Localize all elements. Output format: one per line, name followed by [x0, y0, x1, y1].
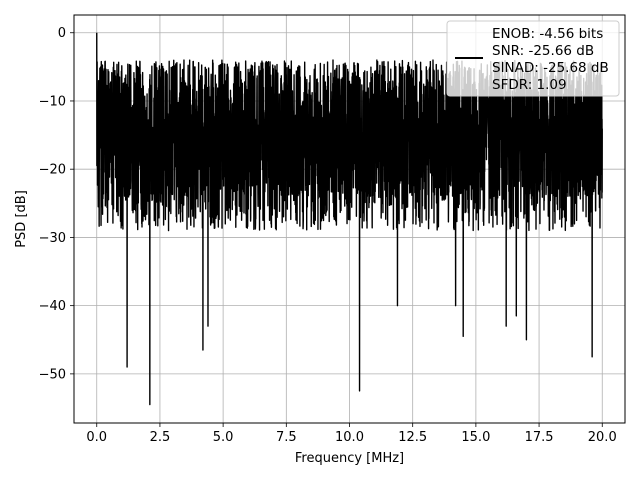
x-tick-label: 17.5 — [525, 430, 554, 445]
legend-entry-sfdr: SFDR: 1.09 — [492, 77, 567, 93]
x-axis-label: Frequency [MHz] — [295, 451, 404, 466]
x-tick-label: 12.5 — [398, 430, 427, 445]
y-axis-ticks: 0 −10 −20 −30 −40 −50 — [39, 26, 74, 382]
y-tick-label: −50 — [39, 367, 66, 382]
legend-box — [446, 20, 620, 97]
x-tick-label: 2.5 — [150, 430, 171, 445]
x-tick-label: 20.0 — [588, 430, 617, 445]
legend-entry-sinad: SINAD: -25.68 dB — [492, 60, 609, 76]
y-tick-label: −30 — [39, 231, 66, 246]
y-tick-label: −40 — [39, 299, 66, 314]
x-tick-label: 5.0 — [213, 430, 234, 445]
plot-series — [96, 32, 603, 406]
x-tick-label: 0.0 — [86, 430, 107, 445]
psd-series-line — [96, 32, 603, 406]
legend-entry-enob: ENOB: -4.56 bits — [492, 26, 603, 42]
x-tick-label: 7.5 — [276, 430, 297, 445]
x-axis-ticks: 0.0 2.5 5.0 7.5 10.0 12.5 15.0 17.5 20.0 — [86, 423, 617, 445]
x-tick-label: 15.0 — [461, 430, 490, 445]
legend: ENOB: -4.56 bits SNR: -25.66 dB SINAD: -… — [446, 20, 620, 97]
y-axis-label: PSD [dB] — [14, 190, 29, 248]
x-tick-label: 10.0 — [335, 430, 364, 445]
y-tick-label: 0 — [58, 26, 66, 41]
legend-entry-snr: SNR: -25.66 dB — [492, 43, 594, 59]
y-tick-label: −20 — [39, 163, 66, 178]
y-tick-label: −10 — [39, 94, 66, 109]
